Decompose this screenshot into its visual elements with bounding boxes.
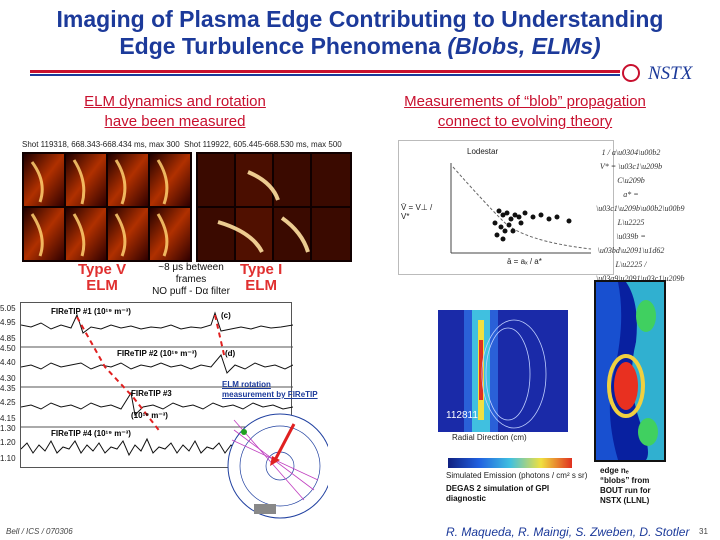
formula-1: 1 / a\u0304\u00b2 (601, 148, 661, 157)
tick-4a: 1.30 (0, 424, 16, 433)
type-v-elm-text: ELM (86, 277, 118, 294)
left-caption-line-1: ELM dynamics and rotation (84, 93, 266, 110)
tick-2b: 4.40 (0, 358, 16, 367)
nstx-logo-icon (622, 64, 640, 82)
right-caption-line-1: Measurements of “blob” propagation (404, 93, 646, 110)
shot-label-2: Shot 119922, 605.445-668.530 ms, max 500 (184, 140, 342, 149)
footer-left: Bell / ICS / 070306 (6, 527, 73, 536)
emission-label: Simulated Emission (photons / cm² s sr) (446, 471, 588, 480)
tick-1a: 5.05 (0, 304, 16, 313)
slide-title: Imaging of Plasma Edge Contributing to U… (0, 6, 720, 60)
radial-axis-label: Radial Direction (cm) (452, 433, 527, 442)
tick-3b: 4.25 (0, 398, 16, 407)
tick-4c: 1.10 (0, 454, 16, 463)
page-number: 31 (699, 527, 708, 536)
frames-note: ~8 μs between frames NO puff - Dα filter (146, 262, 236, 298)
type-v-label: Type V ELM (78, 262, 126, 294)
trace-4-label: FIReTIP #4 (10¹⁹ m⁻³) (51, 429, 131, 438)
vbar-label: V̄ = V⊥ / V* (401, 203, 433, 221)
tick-1b: 4.95 (0, 318, 16, 327)
nstx-logo-text: NSTX (648, 63, 693, 84)
title-underline-blue (30, 74, 620, 76)
title-line-1: Imaging of Plasma Edge Contributing to U… (56, 6, 664, 32)
gpi-simulation-image: 112811 (438, 310, 568, 432)
bout-caption: edge nₑ “blobs” from BOUT run for NSTX (… (600, 466, 651, 506)
tokamak-cross-section (227, 413, 328, 519)
type-i-elm-text: ELM (245, 277, 277, 294)
type-i-label: Type I ELM (240, 262, 282, 294)
footer-authors: R. Maqueda, R. Maingi, S. Zweben, D. Sto… (446, 525, 690, 539)
trace-3-units: (10¹⁹ m⁻³) (131, 411, 168, 420)
frames-note-line-2: frames (175, 274, 207, 285)
trace-1-label: FIReTIP #1 (10¹⁹ m⁻³) (51, 307, 131, 316)
right-caption-line-2: connect to evolving theory (437, 113, 613, 130)
left-caption-line-2: have been measured (104, 113, 246, 130)
type-i-text: Type I (240, 261, 283, 278)
tick-3c: 4.15 (0, 414, 16, 423)
trace-tag-d: (d) (225, 349, 236, 358)
title-line-2: Edge Turbulence Phenomena (Blobs, ELMs) (0, 33, 720, 60)
tick-1c: 4.85 (0, 334, 16, 343)
trace-3-label: FIReTIP #3 (131, 389, 172, 398)
theory-formulas: 1 / a\u0304\u00b2 V* = \u03c1\u209b C\u2… (596, 146, 685, 283)
frames-note-line-3: NO puff - Dα filter (152, 286, 230, 297)
elm-rotation-line-2: measurement by FIReTIP (222, 390, 318, 399)
trace-2-label: FIReTIP #2 (10¹⁹ m⁻³) (117, 349, 197, 358)
degas-line-2: diagnostic (446, 494, 487, 503)
camera-frames-image (22, 152, 352, 262)
degas-line-1: DEGAS 2 simulation of GPI (446, 484, 550, 493)
svg-text:112811: 112811 (446, 410, 478, 421)
nstx-logo: NSTX (622, 62, 714, 86)
right-caption: Measurements of “blob” propagation conne… (380, 92, 670, 132)
left-caption: ELM dynamics and rotation have been meas… (50, 92, 300, 132)
bout-line-4: NSTX (LLNL) (600, 496, 650, 505)
gpi-simulation: 112811 (438, 310, 568, 432)
title-line-2-text: Edge Turbulence Phenomena (119, 33, 448, 59)
degas-caption: DEGAS 2 simulation of GPI diagnostic (446, 484, 549, 504)
elm-rotation-line-1: ELM rotation (222, 380, 271, 389)
tick-3a: 4.35 (0, 384, 16, 393)
type-v-text: Type V (78, 261, 127, 278)
elm-rotation-label: ELM rotation measurement by FIReTIP (222, 380, 318, 400)
blob-scatter-plot (450, 163, 592, 254)
formula-4: \u039b = \u03bd\u2091\u1d62 L\u2225 / \u… (596, 232, 685, 283)
shot-label-1: Shot 119318, 668.343-668.434 ms, max 300 (22, 140, 180, 149)
lodestar-label: Lodestar (467, 147, 499, 156)
title-underline-red (30, 70, 620, 73)
tick-4b: 1.20 (0, 438, 16, 447)
trace-tag-c: (c) (221, 311, 231, 320)
bout-line-3: BOUT run for (600, 486, 651, 495)
blob-velocity-panel: Lodestar V̄ = V⊥ / V* ā = aₓ / a* (398, 140, 614, 275)
tick-2a: 4.50 (0, 344, 16, 353)
frames-note-line-1: ~8 μs between (158, 262, 224, 273)
bout-simulation (594, 280, 666, 462)
abar-label: ā = aₓ / a* (507, 257, 542, 266)
formula-3: a* = \u03c1\u209b\u00b2\u00b9 L\u2225 (596, 190, 685, 227)
title-line-2-italic: (Blobs, ELMs) (447, 33, 601, 59)
bout-simulation-image (596, 282, 664, 460)
bout-line-2: “blobs” from (600, 476, 650, 485)
formula-2: V* = \u03c1\u209b C\u209b (599, 162, 663, 185)
elm-camera-frames: Shot 119318, 668.343-668.434 ms, max 300… (22, 140, 352, 262)
bout-line-1: edge nₑ (600, 466, 629, 475)
tick-2c: 4.30 (0, 374, 16, 383)
emission-colorbar (448, 458, 572, 468)
